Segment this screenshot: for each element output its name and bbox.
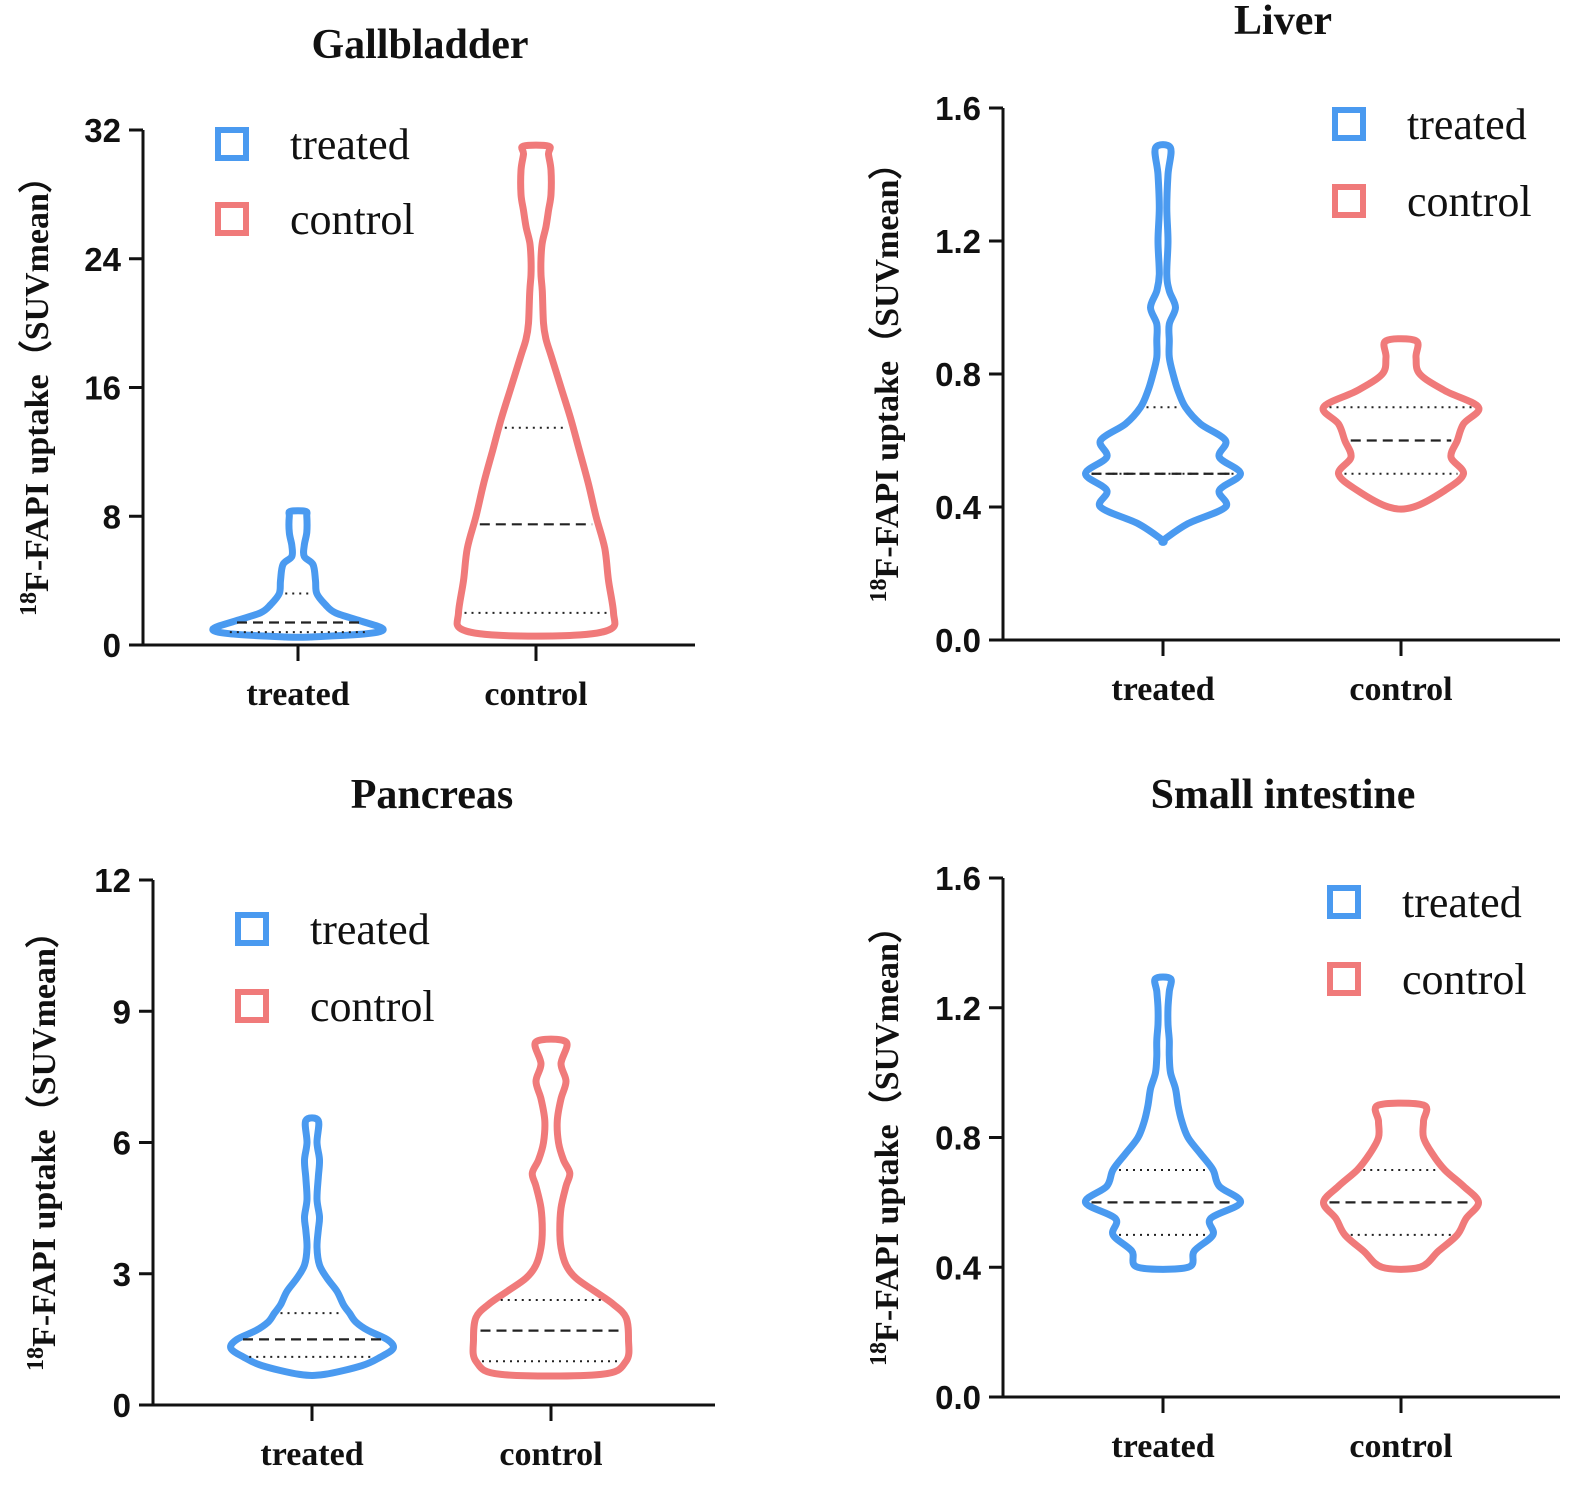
y-axis-label-superscript: 18 bbox=[866, 1342, 892, 1366]
violin-control bbox=[1319, 335, 1483, 513]
y-tick-label: 0.4 bbox=[935, 1249, 982, 1286]
y-axis-label-superscript: 18 bbox=[16, 592, 42, 616]
y-tick-label: 0.8 bbox=[935, 1120, 981, 1157]
y-axis-label: 18F-FAPI uptake（SUVmean） bbox=[866, 146, 906, 603]
y-tick-label: 12 bbox=[94, 862, 131, 899]
chart-title: Liver bbox=[1234, 0, 1332, 44]
y-axis-label: 18F-FAPI uptake（SUVmean） bbox=[866, 909, 906, 1366]
violin-outline bbox=[453, 141, 619, 640]
legend-item-treated: treated bbox=[235, 905, 430, 954]
x-tick-label: control bbox=[499, 1436, 602, 1473]
legend-swatch bbox=[1332, 107, 1366, 141]
y-tick-label: 0 bbox=[103, 627, 121, 664]
legend-item-treated: treated bbox=[1332, 100, 1527, 149]
legend-swatch bbox=[235, 912, 269, 946]
violin-outline bbox=[209, 507, 387, 641]
legend-label: treated bbox=[290, 120, 410, 169]
legend-item-control: control bbox=[1327, 955, 1527, 1004]
x-tick-label: treated bbox=[1111, 671, 1214, 708]
legend-label: treated bbox=[310, 905, 430, 954]
legend-item-control: control bbox=[235, 982, 435, 1031]
y-axis-label-text: F-FAPI uptake（SUVmean） bbox=[17, 159, 56, 592]
violin-treated bbox=[1082, 973, 1244, 1273]
legend-label: control bbox=[1407, 177, 1532, 226]
x-tick-label: treated bbox=[260, 1436, 363, 1473]
legend-label: control bbox=[310, 982, 435, 1031]
legend-label: treated bbox=[1407, 100, 1527, 149]
violin-outline bbox=[227, 1114, 397, 1379]
violin-control bbox=[1320, 1099, 1482, 1273]
violin-treated bbox=[209, 507, 387, 641]
chart-panel-3: Pancreas 0 3 6 9 12 treated control 18F-FAPI upt… bbox=[23, 772, 715, 1473]
violin-outline bbox=[1082, 973, 1244, 1273]
violin-treated bbox=[227, 1114, 397, 1379]
chart-panel-4: Small intestine 0.0 0.4 0.8 1.2 1.6 treated con… bbox=[866, 772, 1560, 1465]
y-axis-label-superscript: 18 bbox=[23, 1347, 49, 1371]
legend-swatch bbox=[215, 127, 249, 161]
y-axis-label-text: F-FAPI uptake（SUVmean） bbox=[867, 146, 906, 579]
y-axis-label: 18F-FAPI uptake（SUVmean） bbox=[16, 159, 56, 616]
y-tick-label: 32 bbox=[84, 112, 121, 149]
legend-label: control bbox=[290, 195, 415, 244]
y-tick-label: 6 bbox=[113, 1125, 131, 1162]
violin-outline bbox=[1082, 141, 1244, 546]
y-tick-label: 0.4 bbox=[935, 489, 982, 526]
y-tick-label: 1.2 bbox=[935, 990, 981, 1027]
y-tick-label: 1.2 bbox=[935, 223, 981, 260]
violin-outline bbox=[1319, 335, 1483, 513]
y-tick-label: 16 bbox=[84, 370, 121, 407]
legend-swatch bbox=[235, 989, 269, 1023]
legend-item-control: control bbox=[1332, 177, 1532, 226]
y-axis-label-text: F-FAPI uptake（SUVmean） bbox=[24, 914, 63, 1347]
y-tick-label: 3 bbox=[113, 1256, 131, 1293]
violin-outline bbox=[1320, 1099, 1482, 1273]
legend-item-treated: treated bbox=[1327, 878, 1522, 927]
y-tick-label: 0.8 bbox=[935, 356, 981, 393]
legend-swatch bbox=[1327, 962, 1361, 996]
x-tick-label: control bbox=[484, 676, 587, 713]
legend-swatch bbox=[1327, 885, 1361, 919]
y-tick-label: 0.0 bbox=[935, 622, 981, 659]
legend-label: control bbox=[1402, 955, 1527, 1004]
y-tick-label: 24 bbox=[84, 241, 121, 278]
legend-swatch bbox=[1332, 184, 1366, 218]
legend-swatch bbox=[215, 202, 249, 236]
chart-title: Pancreas bbox=[351, 772, 514, 818]
y-axis-label-superscript: 18 bbox=[866, 578, 892, 602]
y-axis-label: 18F-FAPI uptake（SUVmean） bbox=[23, 914, 63, 1371]
x-tick-label: control bbox=[1349, 671, 1452, 708]
chart-panel-1: Gallbladder 0 8 16 24 32 treated control 18F-FAP… bbox=[16, 22, 695, 713]
violin-outline bbox=[469, 1035, 633, 1380]
violin-control bbox=[469, 1035, 633, 1380]
chart-title: Gallbladder bbox=[311, 22, 528, 68]
legend-item-control: control bbox=[215, 195, 415, 244]
y-tick-label: 1.6 bbox=[935, 860, 981, 897]
y-tick-label: 0.0 bbox=[935, 1379, 981, 1416]
legend-item-treated: treated bbox=[215, 120, 410, 169]
y-axis-label-text: F-FAPI uptake（SUVmean） bbox=[867, 909, 906, 1342]
y-tick-label: 9 bbox=[113, 993, 131, 1030]
x-tick-label: treated bbox=[1111, 1428, 1214, 1465]
x-tick-label: control bbox=[1349, 1428, 1452, 1465]
violin-treated bbox=[1082, 141, 1244, 546]
chart-panel-2: Liver 0.0 0.4 0.8 1.2 1.6 treated control 18F-FA… bbox=[866, 0, 1560, 708]
y-tick-label: 0 bbox=[113, 1387, 131, 1424]
violin-control bbox=[453, 141, 619, 640]
y-tick-label: 1.6 bbox=[935, 90, 981, 127]
y-tick-label: 8 bbox=[103, 498, 121, 535]
legend-label: treated bbox=[1402, 878, 1522, 927]
x-tick-label: treated bbox=[246, 676, 349, 713]
chart-title: Small intestine bbox=[1151, 772, 1416, 818]
